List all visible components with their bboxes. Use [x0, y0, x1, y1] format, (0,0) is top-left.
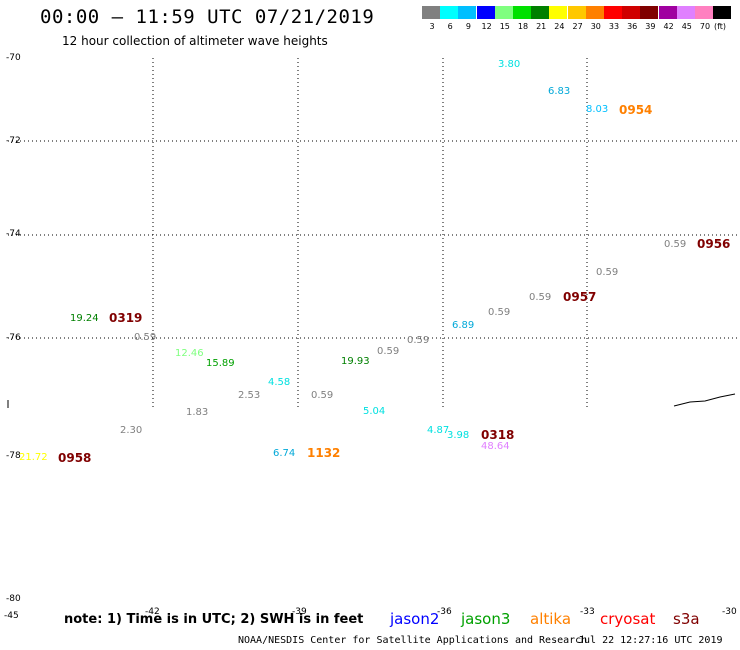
legend-label: 33 [608, 22, 620, 31]
wave-height-value: 6.89 [452, 320, 475, 331]
satellite-legend-s3a: s3a [673, 610, 700, 628]
legend-swatch [622, 6, 641, 19]
satellite-legend-altika: altika [530, 610, 572, 628]
wave-height-value: 6.74 [273, 448, 296, 459]
credit-line: NOAA/NESDIS Center for Satellite Applica… [238, 635, 588, 646]
legend-swatch [640, 6, 659, 19]
legend-label: 36 [627, 22, 638, 31]
lat-label: -72 [6, 136, 21, 146]
legend-swatch [422, 6, 440, 19]
lat-label: -76 [6, 333, 21, 343]
wave-height-value: 4.87 [427, 425, 450, 436]
legend-label: 30 [590, 22, 601, 31]
wave-height-value: 0.59 [311, 390, 334, 401]
legend-swatch [494, 6, 513, 19]
legend-label: 27 [572, 22, 583, 31]
pass-time-label: 0957 [563, 290, 597, 304]
legend-label: 12 [481, 22, 492, 31]
legend-swatch [604, 6, 622, 19]
legend-swatch [695, 6, 713, 19]
wave-height-value: 0.59 [407, 335, 430, 346]
pass-time-label: 1132 [307, 446, 341, 460]
wave-height-value: 19.93 [341, 356, 370, 367]
legend-unit: (ft) [714, 22, 727, 31]
credit-timestamp: Jul 22 12:27:16 UTC 2019 [578, 635, 723, 646]
coastline [673, 393, 736, 407]
satellite-legend-jason3: jason3 [461, 610, 511, 628]
legend-label: 3 [429, 22, 435, 31]
wave-height-value: 0.59 [596, 267, 619, 278]
wave-height-value: 48.64 [481, 441, 510, 452]
lat-label: -80 [6, 594, 21, 604]
wave-height-value: 6.83 [548, 86, 571, 97]
lon-label: -45 [4, 611, 19, 621]
wave-height-value: 0.59 [488, 307, 511, 318]
lon-label: -39 [292, 607, 307, 617]
lon-label: -30 [722, 607, 737, 617]
pass-time-label: 0958 [58, 451, 92, 465]
legend-label: 6 [447, 22, 453, 31]
satellite-legend-jason2: jason2 [390, 610, 440, 628]
legend-label: 9 [465, 22, 471, 31]
wave-height-value: 21.72 [19, 452, 48, 463]
pass-time-label: 0319 [109, 311, 143, 325]
wave-height-value: 0.59 [664, 239, 687, 250]
lat-label: -70 [6, 53, 21, 63]
legend-swatch [458, 6, 477, 19]
lat-label: -74 [6, 229, 21, 239]
legend-label: 39 [645, 22, 656, 31]
pass-time-label: 0954 [619, 103, 653, 117]
wave-height-value: 19.24 [70, 313, 99, 324]
wave-height-value: 4.58 [268, 377, 291, 388]
lat-label: -78 [6, 451, 21, 461]
legend-swatch [440, 6, 459, 19]
lon-label: -33 [580, 607, 595, 617]
wave-height-value: 3.98 [447, 430, 470, 441]
legend-swatch [513, 6, 531, 19]
wave-height-value: 12.46 [175, 348, 204, 359]
legend-label: 18 [517, 22, 529, 31]
legend-label: 45 [681, 22, 692, 31]
legend-label: 15 [499, 22, 510, 31]
wave-height-value: 15.89 [206, 358, 235, 369]
pass-time-label: 0318 [481, 428, 515, 442]
legend-swatch [658, 6, 677, 19]
wave-height-value: 1.83 [186, 407, 209, 418]
wave-height-value: 5.04 [363, 406, 386, 417]
legend-swatch [531, 6, 550, 19]
wave-height-value: 0.59 [134, 332, 157, 343]
legend-swatch [567, 6, 586, 19]
wave-height-value: 2.53 [238, 390, 261, 401]
footnote: note: 1) Time is in UTC; 2) SWH is in fe… [64, 612, 364, 627]
pass-time-label: 0956 [697, 237, 731, 251]
wave-height-value: 3.80 [498, 59, 521, 70]
lon-label: -42 [145, 607, 160, 617]
wave-height-value: 8.03 [586, 104, 609, 115]
legend-label: 70 [699, 22, 711, 31]
legend-swatch [713, 6, 732, 19]
satellite-legend-cryosat: cryosat [600, 610, 656, 628]
legend-swatch [676, 6, 695, 19]
legend-label: 24 [554, 22, 565, 31]
wave-height-value: 0.59 [529, 292, 552, 303]
legend-swatch [585, 6, 604, 19]
legend-label: 21 [536, 22, 547, 31]
lon-label: -36 [437, 607, 452, 617]
wave-height-value: 0.59 [377, 346, 400, 357]
map-subtitle: 12 hour collection of altimeter wave hei… [62, 34, 328, 48]
legend-swatch [476, 6, 495, 19]
legend-swatch [549, 6, 568, 19]
wave-height-value: 2.30 [120, 425, 143, 436]
map-title: 00:00 – 11:59 UTC 07/21/2019 [40, 6, 375, 28]
legend-label: 42 [663, 22, 674, 31]
